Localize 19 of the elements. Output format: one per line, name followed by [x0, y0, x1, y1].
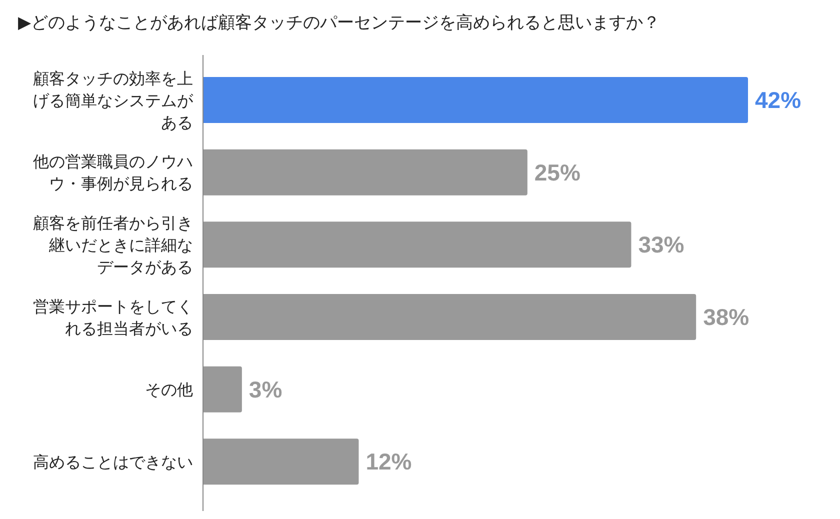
- data-label: 33%: [638, 232, 684, 258]
- y-tick-label: 顧客タッチの効率を上げる簡単なシステムがある: [33, 68, 194, 132]
- chart-title: ▶どのようなことがあれば顧客タッチのパーセンテージを高められると思いますか？: [18, 12, 660, 34]
- bar: [203, 149, 528, 196]
- y-tick-label: 営業サポートをしてくれる担当者がいる: [33, 296, 193, 338]
- y-tick-label: 高めることはできない: [33, 452, 193, 472]
- bar: [203, 438, 359, 485]
- y-tick-label: 他の営業職員のノウハウ・事例が見られる: [33, 152, 193, 194]
- data-label: 3%: [248, 376, 282, 402]
- bar: [203, 77, 748, 124]
- bar: [203, 366, 242, 412]
- data-label: 42%: [755, 87, 802, 114]
- y-tick-label: 顧客を前任者から引き継いだときに詳細なデータがある: [33, 213, 193, 276]
- bar: [203, 222, 632, 268]
- data-label: 12%: [366, 448, 412, 475]
- bar: [203, 294, 696, 340]
- data-label: 38%: [703, 304, 750, 330]
- data-label: 25%: [534, 159, 580, 186]
- y-tick-label: その他: [145, 380, 193, 400]
